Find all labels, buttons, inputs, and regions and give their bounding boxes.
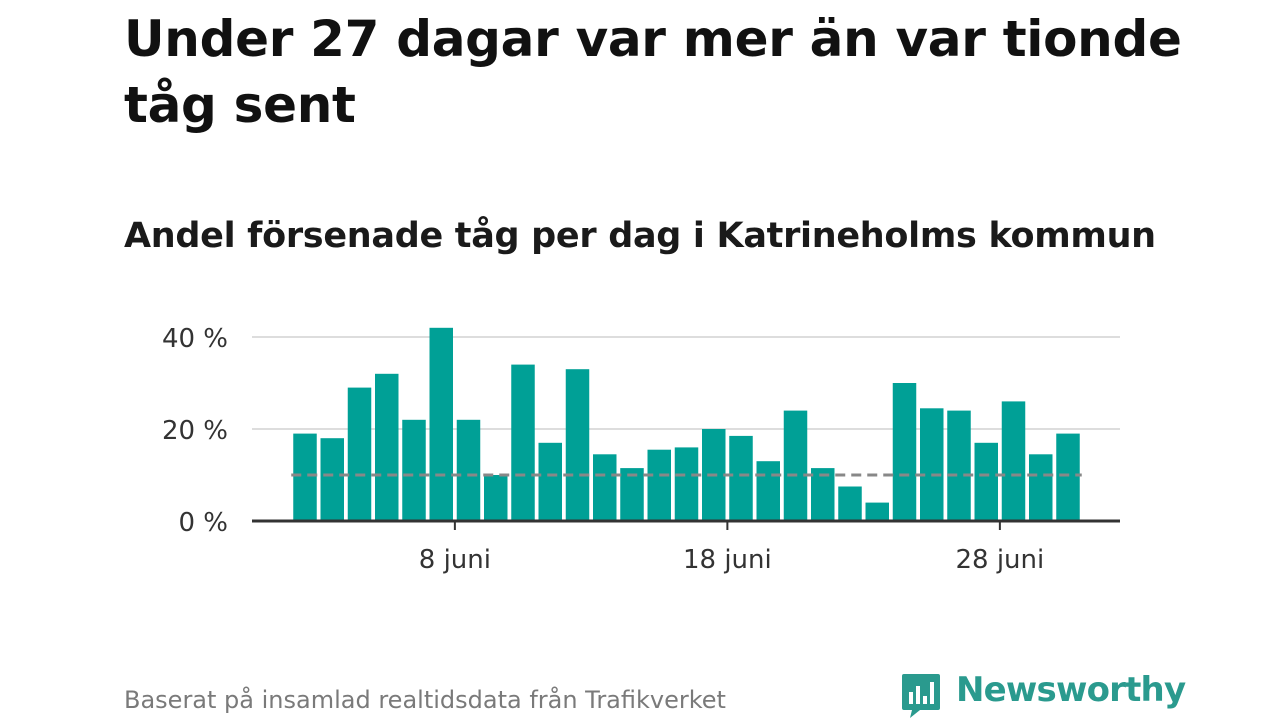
bar: [456, 419, 481, 521]
newsworthy-logo-icon: [902, 674, 940, 718]
bar: [538, 442, 562, 521]
bar-chart: 0 % 20 % 40 % 8 juni 18 juni 28 juni: [162, 324, 1120, 575]
bar: [375, 373, 399, 521]
x-tick-label: 8 juni: [419, 545, 491, 575]
bar: [892, 383, 917, 521]
bar: [838, 486, 862, 521]
x-tick-label: 18 juni: [683, 545, 772, 575]
bar: [783, 410, 808, 521]
newsworthy-logo-text: Newsworthy: [956, 670, 1186, 710]
y-tick-label: 20 %: [162, 416, 228, 446]
x-tick-label: 28 juni: [955, 545, 1044, 575]
bar: [729, 435, 753, 521]
bar: [565, 369, 590, 521]
bar: [1029, 454, 1053, 521]
bar: [947, 410, 971, 521]
bar: [1056, 433, 1080, 521]
bar: [347, 387, 372, 521]
y-tick-label: 0 %: [178, 508, 228, 538]
bar: [320, 438, 344, 521]
bar: [920, 408, 944, 521]
bar: [756, 461, 780, 521]
bar: [865, 502, 889, 521]
bar: [511, 364, 535, 521]
y-tick-label: 40 %: [162, 324, 228, 354]
bar: [484, 475, 508, 521]
chart-title: Under 27 dagar var mer än var tionde tåg…: [124, 10, 1182, 134]
source-note: Baserat på insamlad realtidsdata från Tr…: [124, 686, 726, 714]
bar: [647, 449, 671, 521]
bar: [974, 442, 998, 521]
bar: [811, 468, 835, 521]
bar: [293, 433, 317, 521]
bar: [593, 454, 617, 521]
bar: [1001, 401, 1026, 521]
bar: [620, 468, 644, 521]
bar: [402, 419, 426, 521]
chart-subtitle: Andel försenade tåg per dag i Katrinehol…: [124, 216, 1156, 256]
bar: [674, 447, 699, 521]
bar: [429, 327, 453, 521]
